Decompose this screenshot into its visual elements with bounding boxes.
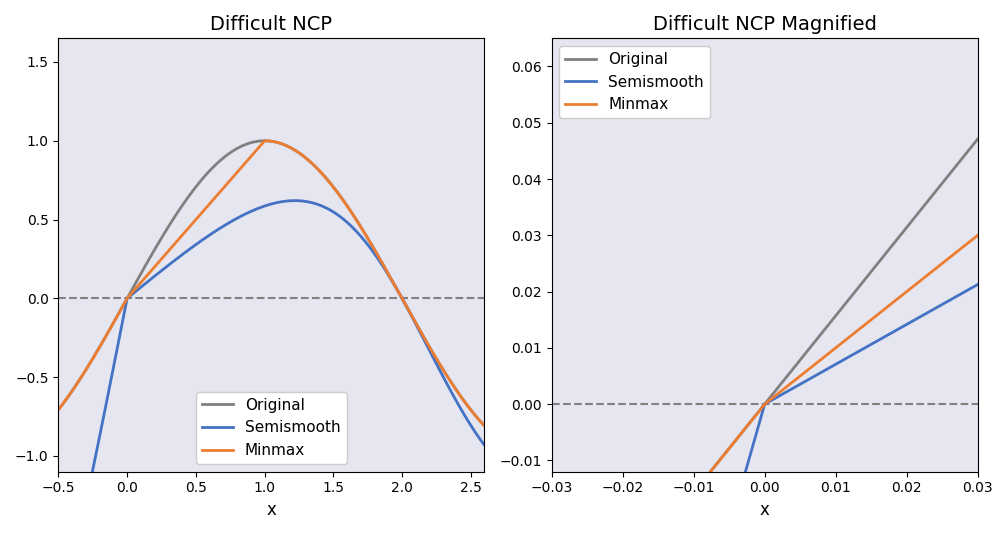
Title: Difficult NCP Magnified: Difficult NCP Magnified	[653, 15, 877, 34]
Line: Semismooth: Semismooth	[58, 201, 485, 534]
Minmax	[52, 406, 65, 413]
Minmax	[216, 186, 228, 193]
X-axis label: x: x	[266, 501, 276, 519]
Original	[126, 286, 138, 292]
Minmax	[709, 463, 721, 469]
Semismooth	[424, 349, 436, 355]
Minmax	[101, 331, 113, 337]
Original	[424, 345, 436, 352]
Minmax	[728, 440, 740, 446]
Original	[972, 136, 984, 142]
Original	[917, 203, 929, 210]
X-axis label: x: x	[760, 501, 769, 519]
Legend: Original, Semismooth, Minmax: Original, Semismooth, Minmax	[559, 46, 710, 119]
Minmax	[259, 138, 271, 144]
Line: Minmax: Minmax	[551, 235, 978, 534]
Original	[470, 413, 482, 420]
Semismooth	[972, 281, 984, 288]
Original	[234, 144, 246, 150]
Original	[216, 156, 228, 162]
Minmax	[470, 413, 482, 420]
Semismooth	[470, 430, 482, 437]
Semismooth	[101, 397, 113, 403]
Semismooth	[964, 286, 976, 293]
Semismooth	[479, 442, 491, 449]
Original	[709, 463, 721, 469]
Line: Original: Original	[551, 139, 978, 534]
Minmax	[964, 239, 976, 245]
Line: Minmax: Minmax	[58, 141, 485, 426]
Original	[258, 138, 270, 144]
Original	[964, 146, 976, 153]
Semismooth	[289, 198, 301, 204]
Minmax	[234, 166, 246, 172]
Semismooth	[216, 224, 228, 230]
Minmax	[424, 345, 436, 352]
Minmax	[972, 232, 984, 239]
Minmax	[917, 275, 929, 281]
Line: Original: Original	[58, 141, 485, 426]
Semismooth	[234, 214, 246, 220]
Title: Difficult NCP: Difficult NCP	[211, 15, 333, 34]
Original	[479, 422, 491, 429]
Semismooth	[728, 511, 740, 517]
Semismooth	[126, 291, 138, 297]
Original	[728, 440, 740, 446]
Minmax	[126, 289, 138, 296]
Original	[101, 331, 113, 337]
Original	[52, 406, 65, 413]
Semismooth	[917, 312, 929, 318]
Legend: Original, Semismooth, Minmax: Original, Semismooth, Minmax	[197, 391, 347, 464]
Line: Semismooth: Semismooth	[551, 285, 978, 534]
Minmax	[479, 422, 491, 429]
